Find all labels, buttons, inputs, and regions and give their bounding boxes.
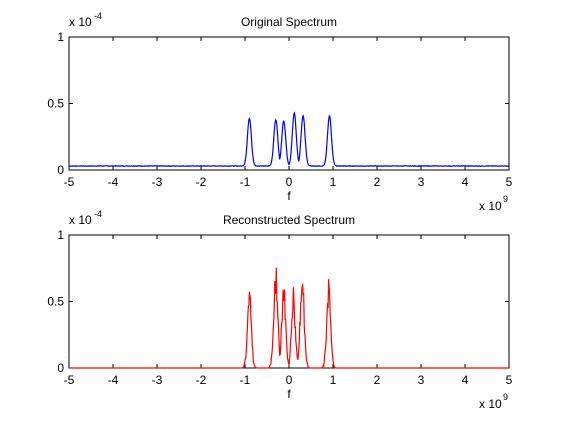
x-tick-label: 3 [418,175,425,189]
x-tick-label: -1 [240,373,251,387]
x-tick-label: 3 [418,373,425,387]
x-tick-label: 1 [330,373,337,387]
x-exponent-power: 9 [503,194,508,204]
x-tick-label: -3 [152,175,163,189]
plot-area [68,234,510,369]
x-tick-label: -3 [152,373,163,387]
bottom-axes: Reconstructed Spectrum x 10 -4 f x 10 9 … [47,209,512,411]
y-exponent-power: -4 [94,209,102,219]
x-exponent-base: x 10 [479,397,502,411]
x-tick-label: 2 [374,175,381,189]
x-axis-label: f [287,189,291,203]
spectrum-line [69,267,509,370]
x-tick-label: -4 [108,175,119,189]
x-tick-label: -4 [108,373,119,387]
x-tick-label: 5 [506,373,513,387]
y-exponent-power: -4 [94,11,102,21]
y-tick-label: 0 [57,163,64,177]
x-tick-label: 1 [330,175,337,189]
x-tick-label: -5 [64,175,75,189]
x-tick-label: -2 [196,373,207,387]
y-tick-label: 1 [57,30,64,44]
y-exponent-base: x 10 [69,213,92,227]
plot-area [68,36,510,171]
x-tick-label: -2 [196,175,207,189]
x-tick-label: -1 [240,175,251,189]
x-tick-label: 4 [462,175,469,189]
chart-title: Reconstructed Spectrum [223,213,355,227]
y-tick-label: 0.5 [47,295,64,309]
x-tick-label: 0 [286,175,293,189]
y-exponent-label: x 10 -4 [69,11,102,29]
axis-ticks: -5 -4 -3 -2 -1 0 1 2 3 4 5 0 0.5 1 [47,30,512,189]
x-axis-label: f [287,387,291,401]
x-tick-label: -5 [64,373,75,387]
spectrum-line [69,111,510,168]
y-tick-label: 0.5 [47,97,64,111]
x-tick-label: 4 [462,373,469,387]
y-tick-label: 1 [57,228,64,242]
x-tick-label: 0 [286,373,293,387]
x-exponent-label: x 10 9 [479,392,508,411]
x-exponent-label: x 10 9 [479,194,508,213]
chart-title: Original Spectrum [241,15,337,29]
x-tick-label: 2 [374,373,381,387]
top-axes: Original Spectrum x 10 -4 f x 10 9 -5 -4-… [47,11,512,213]
y-tick-label: 0 [57,361,64,375]
y-exponent-label: x 10 -4 [69,209,102,227]
x-exponent-base: x 10 [479,199,502,213]
x-exponent-power: 9 [503,392,508,402]
x-tick-label: 5 [506,175,513,189]
y-exponent-base: x 10 [69,15,92,29]
axis-ticks: -5 -4 -3 -2 -1 0 1 2 3 4 5 0 0.5 1 [47,228,512,387]
